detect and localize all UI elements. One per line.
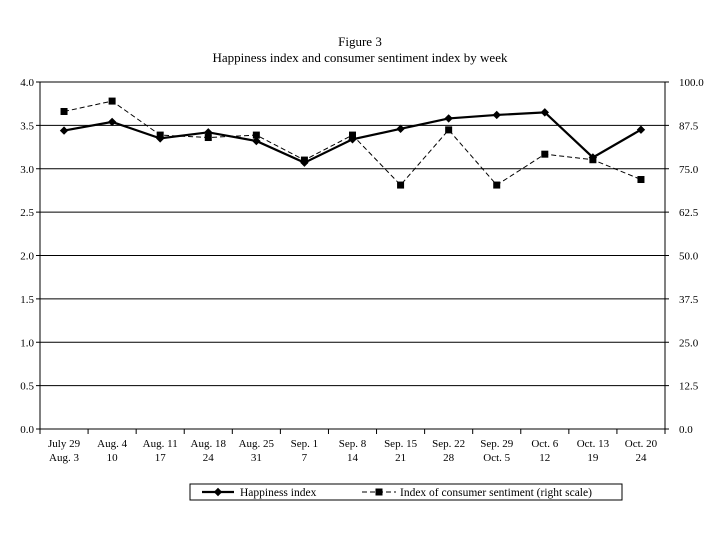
legend: Happiness index Index of consumer sentime… xyxy=(189,483,623,501)
sentiment-point xyxy=(397,181,405,189)
left-tick-label: 0.5 xyxy=(20,381,34,393)
left-tick-label: 0.0 xyxy=(20,424,34,436)
happiness-point xyxy=(492,110,501,120)
sentiment-point xyxy=(589,156,597,164)
sentiment-point xyxy=(445,126,453,134)
legend-marker-sentiment xyxy=(375,488,383,496)
x-tick-label: Sep. 8 14 xyxy=(339,438,367,464)
chart-title: Figure 3 xyxy=(338,34,382,49)
right-tick-label: 25.0 xyxy=(679,337,699,349)
sentiment-point xyxy=(493,181,501,189)
left-tick-label: 2.0 xyxy=(20,251,34,263)
sentiment-point xyxy=(108,97,116,105)
right-tick-label: 62.5 xyxy=(679,207,699,219)
left-tick-label: 1.0 xyxy=(20,337,34,349)
sentiment-point xyxy=(349,131,356,139)
sentiment-point xyxy=(204,134,212,142)
left-y-axis: 0.0 0.5 1.0 1.5 2.0 2.5 3.0 3.5 4.0 xyxy=(20,77,41,436)
x-tick-label: Aug. 25 31 xyxy=(239,438,275,464)
x-tick-label: Sep. 15 21 xyxy=(384,438,418,464)
sentiment-point xyxy=(60,107,68,115)
happiness-point xyxy=(396,124,405,134)
left-tick-label: 4.0 xyxy=(20,77,34,89)
legend-box xyxy=(189,483,623,501)
chart-subtitle: Happiness index and consumer sentiment i… xyxy=(213,50,508,65)
x-tick-label: Sep. 29 Oct. 5 xyxy=(480,438,514,464)
sentiment-point xyxy=(156,131,164,139)
series-layer xyxy=(59,97,646,189)
sentiment-point xyxy=(637,176,645,184)
legend-marker-happiness xyxy=(213,487,223,497)
sentiment-point xyxy=(541,150,549,158)
left-tick-label: 3.5 xyxy=(20,120,34,132)
happiness-point xyxy=(107,117,117,127)
right-tick-label: 75.0 xyxy=(679,164,699,176)
right-tick-label: 12.5 xyxy=(679,381,699,393)
x-axis: July 29 Aug. 3 Aug. 4 10 Aug. 11 17 Aug. 18 24 A… xyxy=(39,429,666,464)
happiness-point xyxy=(59,126,69,135)
x-tick-label: July 29 Aug. 3 xyxy=(48,438,81,464)
legend-label-sentiment: Index of consumer sentiment (right scale… xyxy=(400,487,592,499)
x-tick-label: Oct. 6 12 xyxy=(531,438,558,464)
sentiment-point xyxy=(252,131,260,139)
happiness-point xyxy=(636,125,646,134)
x-tick-label: Aug. 18 24 xyxy=(191,438,227,464)
gridlines xyxy=(40,81,665,430)
right-tick-label: 37.5 xyxy=(679,294,699,306)
legend-label-happiness: Happiness index xyxy=(240,487,317,499)
happiness-point xyxy=(252,136,261,146)
left-tick-label: 1.5 xyxy=(20,294,34,306)
right-y-axis: 0.0 12.5 25.0 37.5 50.0 62.5 75.0 87.5 100.0 xyxy=(664,77,704,436)
right-tick-label: 0.0 xyxy=(679,424,693,436)
right-tick-label: 50.0 xyxy=(679,251,699,263)
x-tick-label: Aug. 4 10 xyxy=(97,438,127,464)
x-tick-label: Aug. 11 17 xyxy=(143,438,178,464)
x-tick-label: Sep. 22 28 xyxy=(432,438,465,464)
right-tick-label: 100.0 xyxy=(679,77,704,89)
sentiment-point xyxy=(300,156,308,164)
happiness-point xyxy=(444,114,453,123)
left-tick-label: 2.5 xyxy=(20,207,34,219)
right-tick-label: 87.5 xyxy=(679,120,699,132)
sentiment-series xyxy=(60,97,645,189)
left-tick-label: 3.0 xyxy=(20,164,34,176)
happiness-point xyxy=(540,108,550,117)
x-tick-label: Oct. 13 19 xyxy=(577,438,610,464)
x-tick-label: Oct. 20 24 xyxy=(625,438,658,464)
